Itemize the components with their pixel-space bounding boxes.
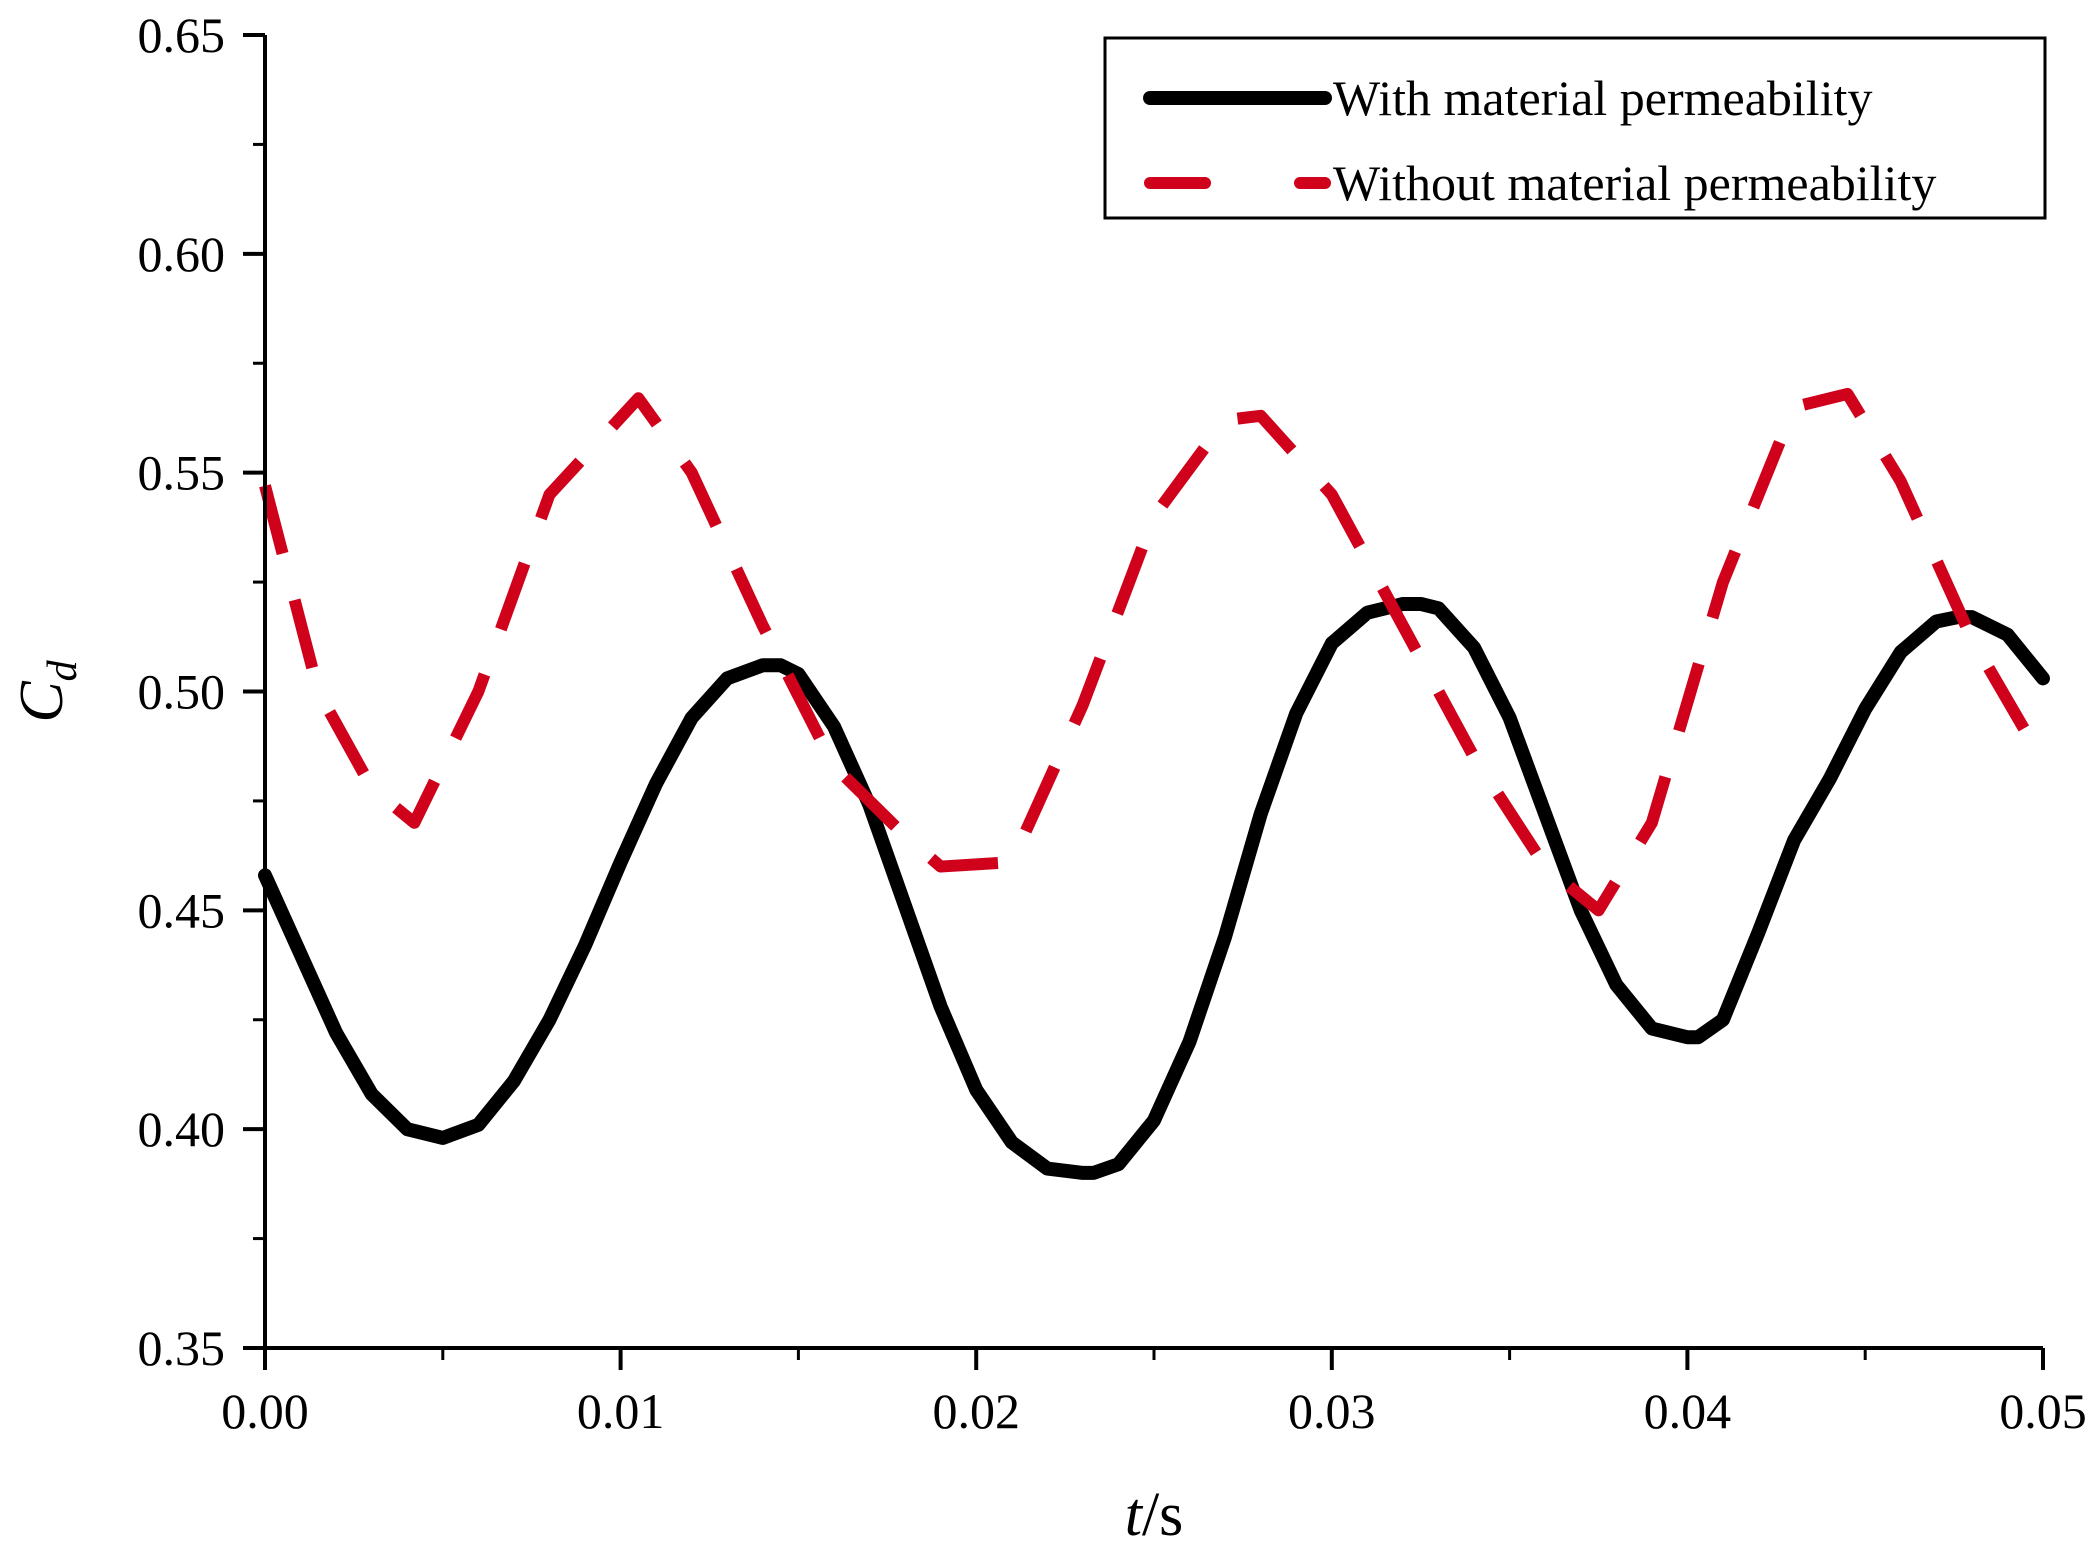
legend-label-0: With material permeability — [1333, 70, 1872, 126]
x-tick-label: 0.05 — [1999, 1383, 2087, 1439]
x-tick-label: 0.04 — [1644, 1383, 1732, 1439]
series-line-0 — [258, 596, 2050, 1180]
legend: With material permeability Without materi… — [1103, 36, 2047, 220]
y-tick-label: 0.65 — [138, 7, 226, 63]
x-tick-label: 0.01 — [577, 1383, 665, 1439]
x-tick-label: 0.00 — [221, 1383, 309, 1439]
legend-label-1: Without material permeability — [1333, 155, 1936, 211]
x-axis-unit: /s — [1142, 1481, 1183, 1549]
x-axis-title: t/s — [1125, 1481, 1184, 1549]
y-axis-subscript: d — [40, 659, 86, 681]
x-axis-variable: t — [1125, 1481, 1144, 1549]
x-tick-label: 0.02 — [932, 1383, 1020, 1439]
y-axis-variable: C — [8, 681, 76, 723]
legend-box — [1103, 36, 2047, 220]
y-tick-label: 0.40 — [138, 1101, 226, 1157]
axes-layer: 0.00 0.01 0.02 0.03 0.04 0.05 0.35 0.40 0.45 0.50… — [8, 7, 2087, 1549]
y-tick-label: 0.35 — [138, 1320, 226, 1376]
y-axis-title: Cd — [8, 659, 86, 722]
y-tick-label: 0.55 — [138, 445, 226, 501]
series-line-1 — [259, 387, 2049, 917]
y-tick-label: 0.45 — [138, 882, 226, 938]
series-layer — [258, 387, 2050, 1180]
x-tick-label: 0.03 — [1288, 1383, 1376, 1439]
y-tick-label: 0.50 — [138, 664, 226, 720]
y-tick-label: 0.60 — [138, 226, 226, 282]
